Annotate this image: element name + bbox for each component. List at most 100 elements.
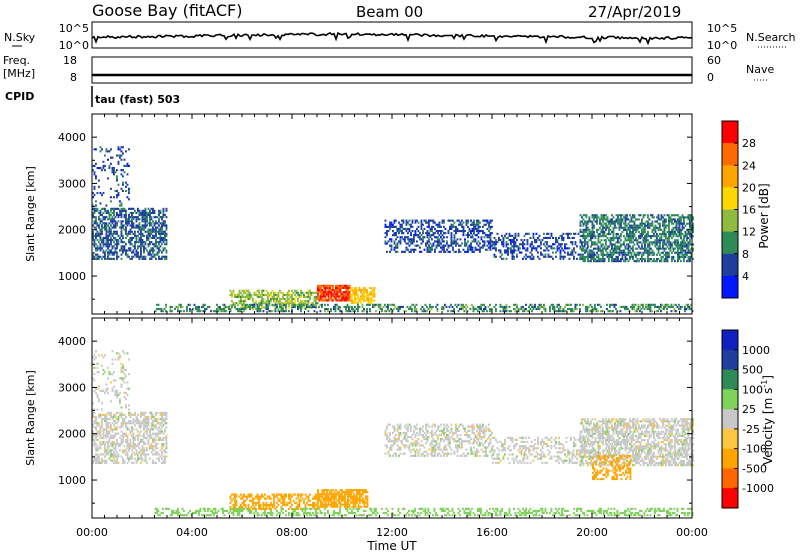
data-cell — [306, 291, 308, 294]
data-cell — [105, 413, 108, 416]
data-cell — [122, 236, 124, 239]
data-cell — [395, 244, 397, 247]
data-cell — [244, 308, 247, 311]
data-cell — [638, 245, 640, 248]
data-cell — [231, 300, 233, 303]
data-cell — [562, 232, 565, 235]
data-cell — [217, 305, 220, 308]
data-cell — [488, 236, 490, 239]
data-cell — [143, 422, 145, 425]
data-cell — [117, 255, 120, 258]
data-cell — [647, 220, 649, 223]
data-cell — [126, 457, 129, 460]
data-cell — [648, 241, 651, 244]
data-cell — [162, 455, 165, 458]
data-cell — [677, 253, 679, 256]
data-cell — [122, 152, 124, 155]
data-cell — [585, 222, 588, 225]
data-cell — [423, 446, 426, 449]
data-cell — [111, 436, 114, 439]
data-cell — [279, 305, 281, 308]
data-cell — [338, 291, 340, 294]
data-cell — [525, 303, 527, 306]
data-cell — [441, 244, 444, 247]
data-cell — [262, 306, 265, 309]
data-cell — [140, 453, 142, 456]
data-cell — [615, 226, 618, 229]
data-cell — [415, 310, 418, 313]
data-cell — [162, 241, 165, 244]
data-cell — [552, 308, 554, 311]
data-cell — [416, 227, 418, 230]
data-cell — [630, 230, 633, 233]
data-cell — [164, 222, 166, 225]
data-cell — [310, 303, 313, 306]
data-cell — [267, 300, 269, 303]
data-cell — [131, 211, 133, 214]
data-cell — [129, 224, 132, 227]
data-cell — [128, 241, 130, 244]
data-cell — [459, 250, 462, 253]
data-cell — [586, 247, 589, 250]
data-cell — [556, 247, 559, 250]
data-cell — [369, 308, 371, 311]
data-cell — [632, 247, 634, 250]
data-cell — [150, 224, 153, 227]
data-cell — [623, 260, 625, 263]
data-cell — [126, 428, 129, 431]
data-cell — [411, 225, 414, 228]
data-cell — [428, 234, 430, 237]
data-cell — [99, 192, 102, 195]
data-cell — [689, 224, 691, 227]
data-cell — [630, 235, 633, 238]
data-cell — [111, 226, 114, 229]
data-cell — [669, 220, 672, 223]
data-cell — [161, 228, 163, 231]
data-cell — [465, 308, 467, 311]
data-cell — [122, 371, 124, 374]
data-cell — [138, 222, 141, 225]
data-cell — [108, 234, 111, 237]
data-cell — [621, 305, 623, 308]
data-cell — [144, 411, 147, 414]
data-cell — [591, 226, 594, 229]
data-cell — [107, 366, 109, 369]
data-cell — [120, 150, 123, 153]
data-cell — [648, 247, 651, 250]
data-cell — [122, 364, 124, 367]
data-cell — [623, 216, 625, 219]
data-cell — [144, 257, 147, 260]
data-cell — [116, 389, 118, 392]
data-cell — [603, 253, 606, 256]
data-cell — [141, 451, 144, 454]
data-cell — [135, 418, 138, 421]
data-cell — [587, 260, 589, 263]
data-cell — [478, 308, 481, 311]
data-cell — [438, 238, 441, 241]
data-cell — [107, 426, 109, 429]
data-cell — [104, 447, 106, 450]
data-cell — [255, 293, 257, 296]
data-cell — [559, 249, 562, 252]
data-cell — [126, 232, 129, 235]
data-cell — [111, 247, 114, 250]
data-cell — [462, 232, 465, 235]
data-cell — [146, 239, 148, 242]
data-cell — [150, 426, 153, 429]
data-cell — [155, 420, 157, 423]
data-cell — [610, 303, 613, 306]
data-cell — [597, 310, 599, 313]
data-cell — [630, 253, 633, 256]
data-cell — [363, 293, 365, 296]
data-cell — [680, 255, 682, 258]
data-cell — [155, 220, 157, 223]
data-cell — [464, 250, 466, 253]
data-cell — [480, 303, 482, 306]
data-cell — [98, 461, 100, 464]
data-cell — [102, 239, 105, 242]
data-cell — [153, 415, 156, 418]
data-cell — [614, 258, 616, 261]
data-cell — [300, 291, 302, 294]
nave-label: Nave — [746, 63, 774, 76]
data-cell — [246, 293, 248, 296]
